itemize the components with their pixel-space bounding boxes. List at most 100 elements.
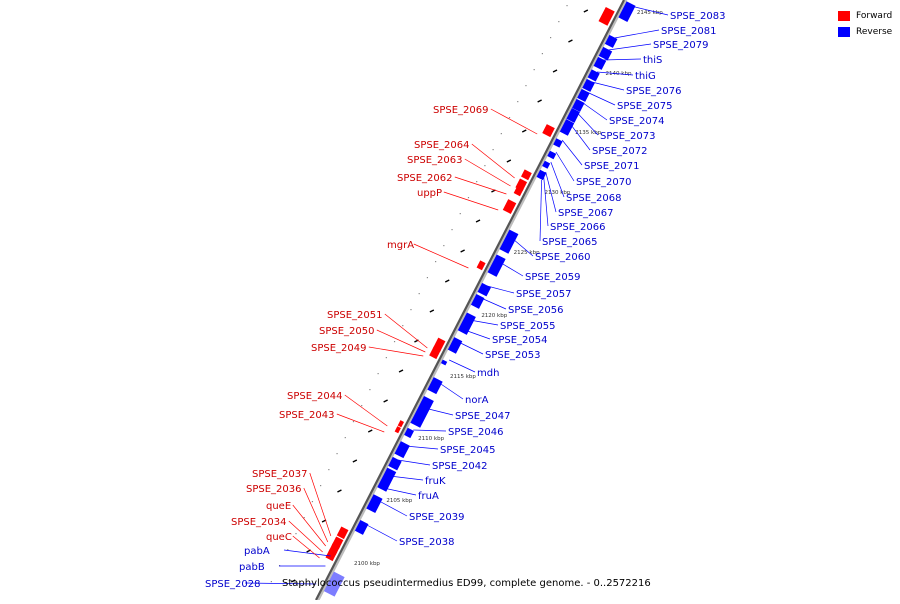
guide-dot (377, 373, 379, 375)
guide-dot (278, 565, 281, 567)
reverse-gene-block (566, 108, 580, 123)
tick-mark (383, 399, 388, 403)
tick-mark (521, 129, 527, 133)
forward-gene-leader (292, 504, 326, 547)
forward-gene-label: mgrA (387, 240, 414, 251)
forward-gene-label: SPSE_2049 (311, 343, 367, 354)
forward-gene-block (542, 124, 555, 138)
axis-shadow (316, 0, 628, 601)
forward-gene-block (429, 346, 441, 360)
reverse-gene-leader (449, 359, 476, 373)
tick-mark (352, 459, 358, 463)
reverse-gene-label: SPSE_2081 (661, 26, 717, 37)
reverse-gene-leader (555, 151, 575, 182)
forward-gene-block (502, 199, 517, 214)
tick-mark (583, 9, 589, 13)
legend: Forward Reverse (838, 8, 892, 40)
tick-mark (367, 429, 373, 433)
reverse-gene-label: SPSE_2068 (566, 193, 622, 204)
reverse-gene-label: thiS (643, 55, 662, 66)
guide-dot (426, 277, 429, 279)
tick-mark (444, 279, 450, 283)
guide-dot (311, 501, 314, 503)
forward-gene-label: SPSE_2050 (319, 326, 375, 337)
guide-dot (476, 181, 478, 183)
axis-tick-label: 2115 kbp (450, 374, 476, 380)
tick-mark (568, 39, 573, 43)
reverse-gene-label: pabB (239, 562, 265, 573)
reverse-gene-leader (545, 171, 557, 213)
reverse-gene-label: SPSE_2047 (455, 411, 511, 422)
reverse-gene-label: SPSE_2071 (584, 161, 640, 172)
reverse-gene-leader (458, 341, 484, 355)
reverse-gene-block (457, 312, 476, 335)
reverse-gene-block (410, 396, 434, 428)
forward-gene-block (598, 6, 615, 26)
forward-gene-leader (384, 313, 428, 349)
reverse-gene-leader (469, 319, 499, 326)
forward-gene-block (521, 169, 532, 181)
guide-dot (393, 341, 396, 343)
reverse-gene-label: SPSE_2039 (409, 512, 465, 523)
reverse-gene-block (354, 520, 369, 535)
guide-dot (287, 549, 289, 551)
forward-gene-block (325, 548, 338, 562)
reverse-gene-label: SPSE_2057 (516, 289, 572, 300)
guide-dot (550, 37, 552, 39)
reverse-gene-label: SPSE_2079 (653, 40, 709, 51)
reverse-gene-label: SPSE_2055 (500, 321, 556, 332)
reverse-gene-label: SPSE_2073 (600, 131, 656, 142)
reverse-gene-block (559, 119, 575, 136)
tick-mark (429, 309, 435, 313)
tick-mark (460, 249, 465, 253)
reverse-gene-block (587, 69, 600, 82)
forward-gene-leader (309, 472, 332, 537)
guide-dot (566, 5, 568, 7)
forward-gene-leader (464, 158, 511, 187)
guide-dot (500, 133, 502, 135)
reverse-gene-block (366, 494, 383, 514)
reverse-gene-label: SPSE_2070 (576, 177, 632, 188)
reverse-gene-block (487, 254, 506, 277)
forward-gene-leader (303, 487, 329, 543)
guide-dot (459, 213, 461, 215)
reverse-gene-label: SPSE_2053 (485, 350, 541, 361)
forward-gene-leader (454, 176, 507, 195)
reverse-gene-block (553, 138, 563, 148)
reverse-gene-leader (576, 111, 599, 136)
reverse-gene-leader (383, 487, 417, 496)
reverse-gene-label: SPSE_2059 (525, 272, 581, 283)
forward-gene-leader (368, 346, 424, 357)
forward-gene-leader (376, 329, 426, 353)
forward-swatch (838, 11, 850, 21)
guide-dot (410, 309, 412, 311)
reverse-gene-block (618, 1, 636, 22)
forward-gene-label: queE (266, 501, 291, 512)
reverse-gene-block (323, 571, 345, 597)
reverse-gene-label: SPSE_2046 (448, 427, 504, 438)
legend-forward: Forward (838, 8, 892, 24)
forward-gene-label: SPSE_2062 (397, 173, 453, 184)
forward-gene-leader (443, 191, 499, 211)
reverse-gene-label: fruA (418, 491, 439, 502)
reverse-gene-label: SPSE_2045 (440, 445, 496, 456)
reverse-gene-leader (377, 499, 408, 517)
reverse-gene-label: SPSE_2054 (492, 335, 548, 346)
tick-mark (337, 489, 342, 493)
reverse-gene-block (447, 337, 463, 354)
reverse-gene-label: SPSE_2083 (670, 11, 726, 22)
tick-mark (537, 99, 542, 103)
guide-dot (435, 261, 437, 263)
forward-gene-leader (288, 520, 323, 553)
reverse-gene-label: SPSE_2075 (617, 101, 673, 112)
forward-gene-label: SPSE_2064 (414, 140, 470, 151)
forward-gene-leader (344, 394, 388, 427)
guide-dot (484, 165, 486, 167)
forward-gene-block (397, 420, 405, 428)
guide-dot (443, 245, 445, 247)
reverse-gene-leader (608, 43, 652, 51)
forward-gene-label: uppP (417, 188, 442, 199)
guide-dot (533, 69, 535, 71)
axis-tick-label: 2145 kbp (637, 10, 663, 16)
